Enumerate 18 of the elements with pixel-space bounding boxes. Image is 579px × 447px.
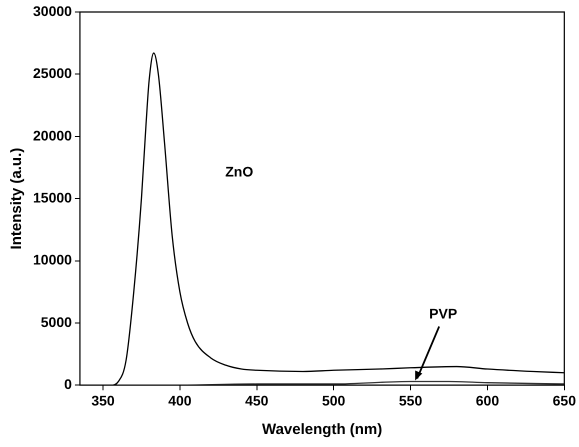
annotation: ZnO (225, 163, 254, 180)
x-tick-label: 450 (245, 392, 269, 408)
y-tick-label: 30000 (32, 2, 72, 19)
x-tick-label: 600 (476, 392, 500, 408)
x-tick-label: 550 (398, 392, 422, 408)
y-tick-label: 0 (64, 376, 72, 392)
y-axis-title: Intensity (a.u.) (8, 148, 26, 250)
x-tick-label: 500 (322, 392, 346, 408)
x-tick-label: 650 (552, 392, 576, 408)
y-tick-label: 20000 (32, 127, 72, 144)
y-tick-label: 15000 (32, 189, 72, 206)
x-axis-title: Wavelength (nm) (262, 421, 382, 438)
y-tick-label: 25000 (32, 65, 72, 82)
annotation: PVP (429, 305, 458, 322)
x-tick-label: 400 (168, 392, 192, 408)
y-tick-label: 10000 (32, 252, 72, 268)
y-tick-label: 5000 (40, 314, 72, 330)
x-tick-label: 350 (91, 392, 115, 408)
